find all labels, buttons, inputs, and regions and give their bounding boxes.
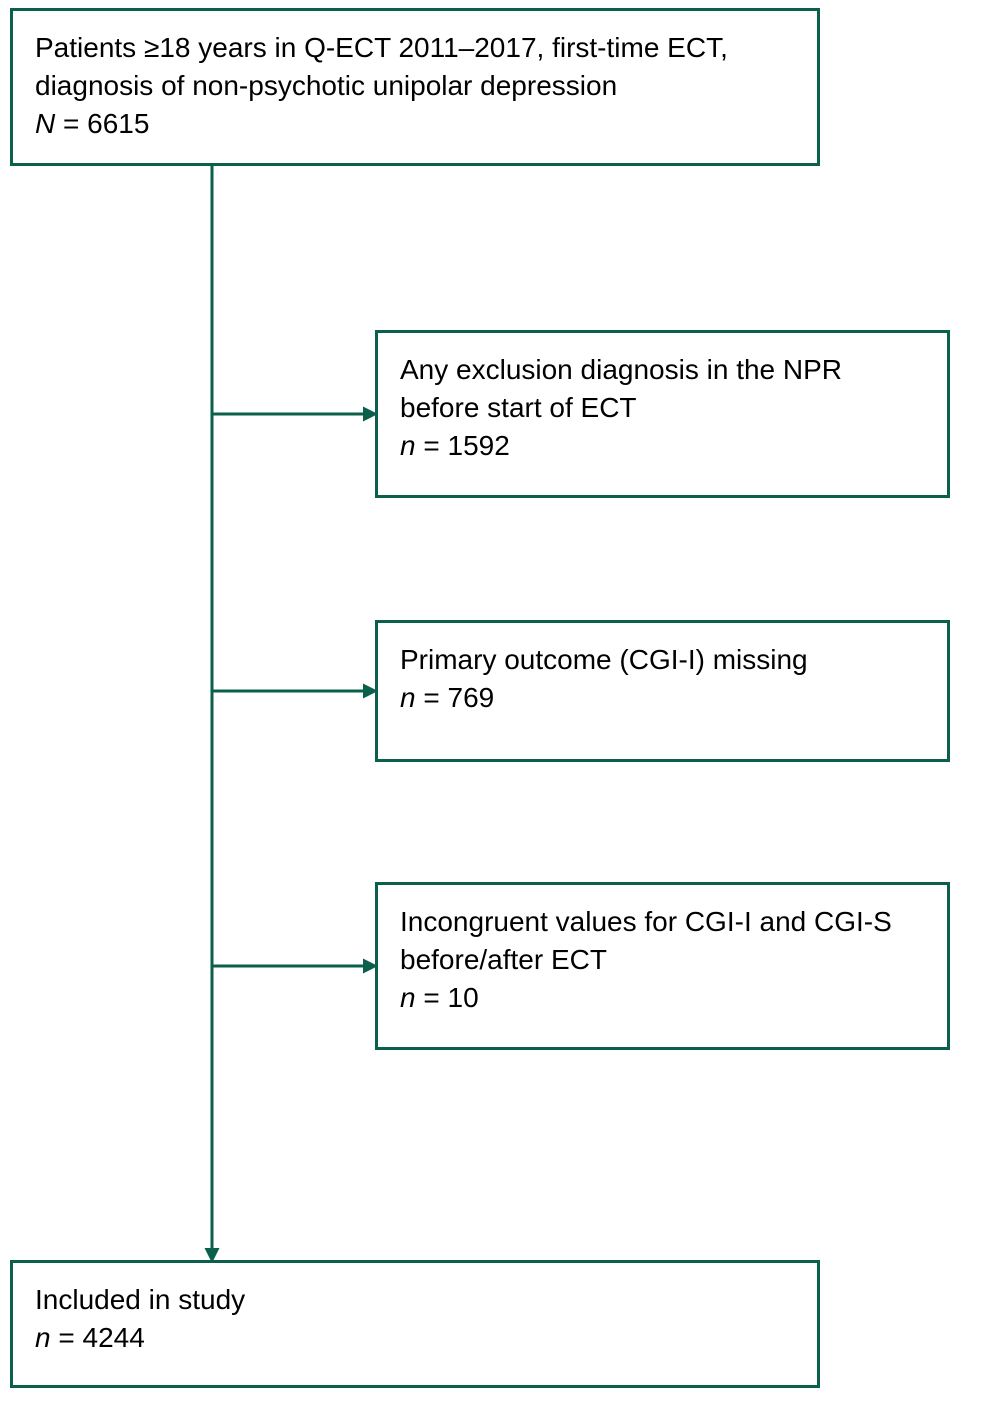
node-ex2-text: Primary outcome (CGI-I) missing: [400, 641, 925, 679]
node-ex1-n: n = 1592: [400, 427, 925, 465]
equals: =: [423, 430, 447, 461]
equals: =: [423, 682, 447, 713]
node-end-text: Included in study: [35, 1281, 795, 1319]
n-label: n: [400, 682, 416, 713]
node-end: Included in study n = 4244: [10, 1260, 820, 1388]
node-exclusion-3: Incongruent values for CGI-I and CGI-S b…: [375, 882, 950, 1050]
node-ex1-text: Any exclusion diagnosis in the NPR befor…: [400, 351, 925, 427]
n-label: n: [400, 430, 416, 461]
node-ex3-text: Incongruent values for CGI-I and CGI-S b…: [400, 903, 925, 979]
node-exclusion-1: Any exclusion diagnosis in the NPR befor…: [375, 330, 950, 498]
node-exclusion-2: Primary outcome (CGI-I) missing n = 769: [375, 620, 950, 762]
node-ex3-n: n = 10: [400, 979, 925, 1017]
equals: =: [63, 108, 87, 139]
n-value: 1592: [448, 430, 510, 461]
n-label: n: [35, 1322, 51, 1353]
n-value: 10: [448, 982, 479, 1013]
node-ex2-n: n = 769: [400, 679, 925, 717]
n-value: 4244: [83, 1322, 145, 1353]
n-value: 769: [448, 682, 495, 713]
equals: =: [58, 1322, 82, 1353]
node-start-text: Patients ≥18 years in Q-ECT 2011–2017, f…: [35, 29, 795, 105]
node-start-n: N = 6615: [35, 105, 795, 143]
n-label: N: [35, 108, 55, 139]
n-label: n: [400, 982, 416, 1013]
n-value: 6615: [87, 108, 149, 139]
node-start: Patients ≥18 years in Q-ECT 2011–2017, f…: [10, 8, 820, 166]
node-end-n: n = 4244: [35, 1319, 795, 1357]
equals: =: [423, 982, 447, 1013]
flowchart-canvas: Patients ≥18 years in Q-ECT 2011–2017, f…: [0, 0, 992, 1423]
